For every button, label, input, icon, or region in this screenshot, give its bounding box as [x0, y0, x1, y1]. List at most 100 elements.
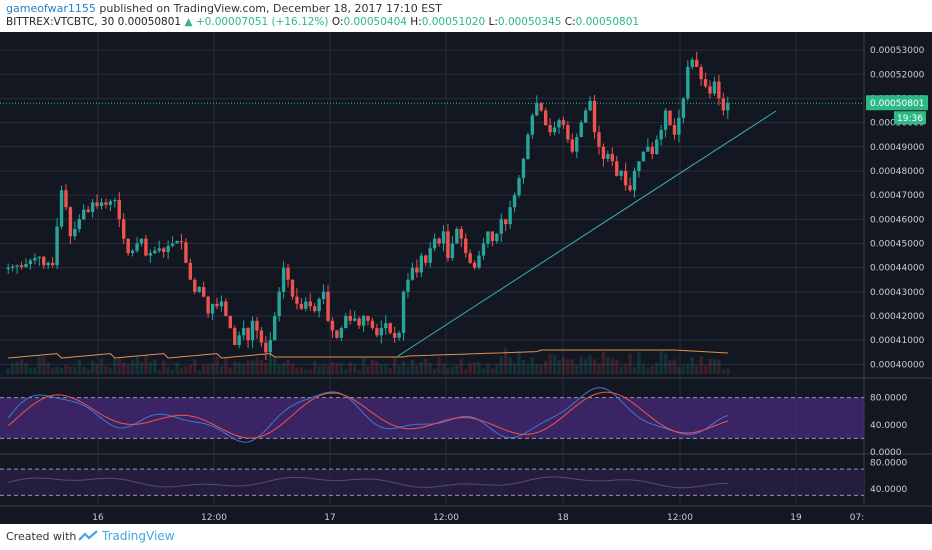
- volume-bar: [410, 360, 415, 374]
- low-label: L:: [488, 16, 498, 28]
- candle-body: [437, 238, 441, 244]
- volume-bar: [450, 366, 455, 374]
- candle-body: [557, 120, 561, 128]
- candle-body: [95, 202, 99, 206]
- volume-bar: [344, 369, 348, 374]
- tradingview-logo-icon: [78, 530, 98, 541]
- candle-body: [499, 219, 503, 234]
- volume-bar: [42, 356, 46, 374]
- volume-bar: [33, 367, 37, 374]
- candle-body: [477, 255, 481, 268]
- x-tick-label: 12:00: [433, 513, 459, 523]
- volume-bar: [317, 365, 321, 374]
- candle-body: [104, 202, 108, 205]
- volume-bar: [632, 367, 637, 374]
- volume-bar: [104, 366, 108, 374]
- volume-bar: [304, 369, 308, 374]
- volume-bar: [441, 363, 446, 374]
- tradingview-brand[interactable]: TradingView: [78, 529, 175, 543]
- candle-body: [468, 253, 472, 263]
- volume-bar: [570, 358, 575, 374]
- candle-body: [415, 267, 419, 273]
- volume-bar: [122, 362, 126, 374]
- stochastic-band: [0, 397, 864, 439]
- volume-bar: [610, 358, 614, 374]
- volume-bar: [19, 359, 24, 374]
- candle-body: [721, 98, 726, 111]
- volume-bar: [224, 357, 228, 374]
- candle-body: [530, 115, 535, 135]
- candle-body: [397, 332, 401, 338]
- volume-bar: [388, 368, 392, 374]
- volume-bar: [361, 358, 366, 374]
- candle-body: [472, 262, 477, 268]
- candle-body: [672, 125, 677, 135]
- candle-body: [68, 207, 73, 237]
- volume-bar: [424, 358, 428, 374]
- candle-body: [108, 201, 113, 205]
- volume-bar: [495, 363, 499, 374]
- x-tick-label: 12:00: [667, 513, 693, 523]
- candle-body: [361, 315, 366, 326]
- footer: Created with TradingView: [0, 524, 932, 550]
- volume-bar: [637, 351, 641, 374]
- volume-bar: [641, 364, 646, 374]
- candle-body: [135, 243, 139, 251]
- volume-bar: [401, 361, 406, 374]
- candle-body: [375, 328, 379, 336]
- published-text: published on TradingView.com, December 1…: [99, 2, 442, 15]
- volume-bar: [95, 363, 99, 374]
- volume-bar: [357, 369, 361, 374]
- countdown-label: 19:36: [897, 114, 923, 124]
- chart-area[interactable]: 16 12:00 17 12:00 18 12:00 19 07: 0.00053000 0.00…: [0, 32, 932, 524]
- candle-body: [406, 279, 410, 292]
- candle-body: [663, 110, 668, 130]
- volume-bar: [259, 360, 264, 374]
- volume-bar: [295, 367, 299, 374]
- candle-body: [99, 202, 104, 206]
- volume-bar: [535, 364, 539, 374]
- candle-body: [401, 291, 406, 333]
- chart-header: gameofwar1155 published on TradingView.c…: [0, 0, 932, 32]
- author-link[interactable]: gameofwar1155: [6, 2, 96, 15]
- volume-bar: [432, 368, 437, 374]
- candle-body: [726, 103, 730, 111]
- candle-body: [313, 306, 317, 312]
- candle-body: [424, 255, 428, 263]
- candle-body: [517, 178, 521, 196]
- volume-bar: [46, 362, 50, 374]
- candle-body: [24, 264, 28, 268]
- volume-bar: [148, 361, 153, 374]
- volume-bar: [468, 363, 472, 374]
- volume-bar: [50, 367, 55, 374]
- volume-bar: [188, 365, 193, 374]
- candle-body: [512, 195, 517, 208]
- candle-body: [255, 320, 259, 331]
- volume-bar: [99, 358, 104, 374]
- candle-body: [486, 231, 490, 244]
- candle-body: [144, 238, 148, 256]
- volume-bar: [135, 356, 139, 374]
- volume-bar: [579, 356, 583, 374]
- candle-body: [526, 134, 530, 159]
- candle-body: [539, 103, 543, 111]
- candle-body: [712, 81, 717, 94]
- candle-body: [126, 238, 130, 254]
- tradingview-label: TradingView: [102, 529, 175, 543]
- volume-bar: [512, 362, 517, 374]
- volume-bar: [241, 364, 246, 374]
- y-tick-label: 0.00045000: [870, 239, 925, 249]
- volume-bar: [557, 360, 561, 374]
- candle-body: [504, 219, 508, 225]
- x-tick-label: 17: [324, 513, 335, 523]
- y-tick-label: 0.00044000: [870, 264, 925, 274]
- volume-bar: [406, 366, 410, 374]
- candle-body: [690, 59, 694, 68]
- stochastic-tick-label: 0.0000: [870, 448, 902, 458]
- candle-body: [206, 296, 210, 314]
- y-tick-label: 0.00048000: [870, 167, 925, 177]
- candle-body: [339, 328, 344, 338]
- volume-bar: [15, 361, 19, 374]
- candle-body: [597, 132, 601, 147]
- volume-bar: [330, 362, 335, 374]
